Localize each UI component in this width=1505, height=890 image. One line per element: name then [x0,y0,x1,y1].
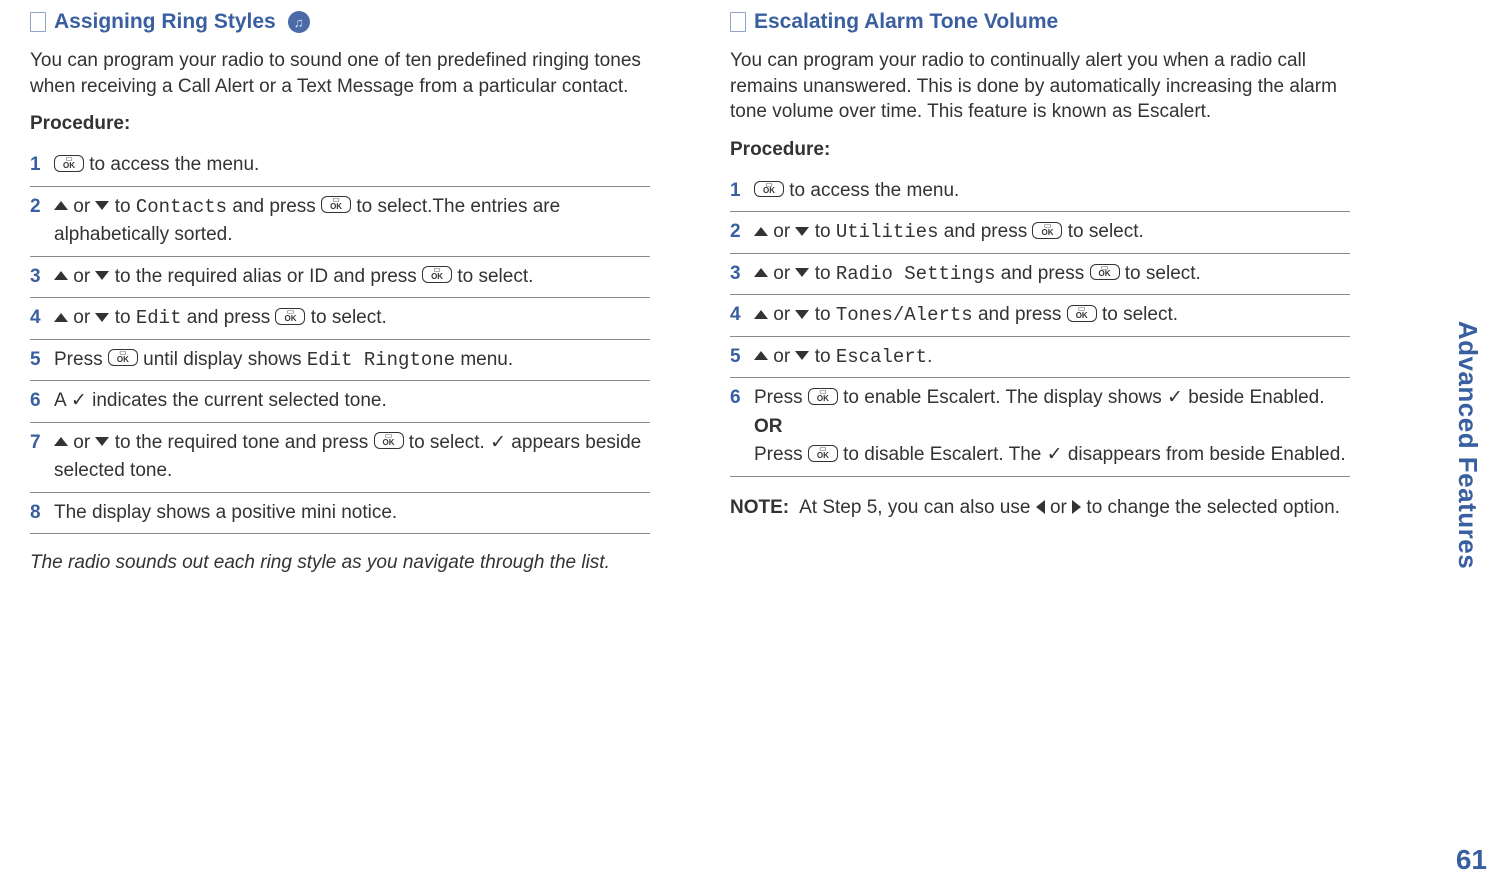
left-step-1: 1 to access the menu. [30,145,650,187]
note-block: NOTE: At Step 5, you can also use or to … [730,495,1350,522]
down-arrow-icon [795,268,809,277]
left-step-5: 5 Press until display shows Edit Rington… [30,340,650,382]
heading-text: Escalating Alarm Tone Volume [754,10,1058,34]
down-arrow-icon [795,351,809,360]
page-number: 61 [1456,844,1487,876]
step-number: 1 [730,177,746,206]
note-body: At Step 5, you can also use or to change… [799,495,1340,522]
step-body: or to Escalert. [754,343,1350,372]
ok-button-icon [275,308,305,325]
up-arrow-icon [754,268,768,277]
step-body: A ✓ indicates the current selected tone. [54,387,650,416]
ok-button-icon [1067,305,1097,322]
up-arrow-icon [54,201,68,210]
intro-left: You can program your radio to sound one … [30,48,650,99]
left-step-8: 8 The display shows a positive mini noti… [30,493,650,535]
left-arrow-icon [1036,500,1045,514]
step-body: or to Radio Settings and press to select… [754,260,1350,289]
step-body: Press until display shows Edit Ringtone … [54,346,650,375]
ok-button-icon [1032,222,1062,239]
bell-icon: ♫ [288,11,310,33]
sidebar-title: Advanced Features [1452,321,1483,569]
step-body: to access the menu. [54,151,650,180]
step-number: 5 [730,343,746,372]
ok-button-icon [754,181,784,198]
step-body: to access the menu. [754,177,1350,206]
right-step-4: 4 or to Tones/Alerts and press to select… [730,295,1350,337]
left-step-2: 2 or to Contacts and press to select.The… [30,187,650,257]
note-label: NOTE: [730,495,789,522]
down-arrow-icon [95,201,109,210]
step-body: or to Utilities and press to select. [754,218,1350,247]
ok-button-icon [1090,264,1120,281]
right-arrow-icon [1072,500,1081,514]
up-arrow-icon [54,313,68,322]
document-icon [730,12,746,32]
right-step-3: 3 or to Radio Settings and press to sele… [730,254,1350,296]
procedure-label-left: Procedure: [30,113,650,135]
procedure-label-right: Procedure: [730,139,1350,161]
page-content: Assigning Ring Styles ♫ You can program … [0,0,1505,605]
ok-button-icon [108,349,138,366]
step-body: or to the required alias or ID and press… [54,263,650,292]
right-step-2: 2 or to Utilities and press to select. [730,212,1350,254]
left-footnote: The radio sounds out each ring style as … [30,550,650,576]
step-number: 1 [30,151,46,180]
ok-button-icon [422,266,452,283]
ok-button-icon [374,432,404,449]
step-number: 3 [30,263,46,292]
down-arrow-icon [95,313,109,322]
step-number: 5 [30,346,46,375]
intro-right: You can program your radio to continuall… [730,48,1350,125]
left-step-6: 6 A ✓ indicates the current selected ton… [30,381,650,423]
step-body: or to the required tone and press to sel… [54,429,650,486]
step-body: or to Contacts and press to select.The e… [54,193,650,250]
step-number: 4 [730,301,746,330]
right-step-6: 6 Press to enable Escalert. The display … [730,378,1350,477]
step-number: 6 [30,387,46,416]
up-arrow-icon [754,310,768,319]
up-arrow-icon [754,227,768,236]
ok-button-icon [54,155,84,172]
heading-text: Assigning Ring Styles [54,10,276,34]
step-number: 2 [730,218,746,247]
right-step-5: 5 or to Escalert. [730,337,1350,379]
step-body: or to Edit and press to select. [54,304,650,333]
up-arrow-icon [54,437,68,446]
down-arrow-icon [95,437,109,446]
right-column: Escalating Alarm Tone Volume You can pro… [730,10,1350,595]
left-step-4: 4 or to Edit and press to select. [30,298,650,340]
heading-ring-styles: Assigning Ring Styles ♫ [30,10,650,34]
down-arrow-icon [95,271,109,280]
step-number: 8 [30,499,46,528]
step-number: 4 [30,304,46,333]
down-arrow-icon [795,310,809,319]
step-body: Press to enable Escalert. The display sh… [754,384,1350,470]
ok-button-icon [808,388,838,405]
down-arrow-icon [795,227,809,236]
heading-escalert: Escalating Alarm Tone Volume [730,10,1350,34]
left-column: Assigning Ring Styles ♫ You can program … [30,10,650,595]
document-icon [30,12,46,32]
step-body: or to Tones/Alerts and press to select. [754,301,1350,330]
up-arrow-icon [754,351,768,360]
step-number: 7 [30,429,46,458]
step-number: 3 [730,260,746,289]
step-body: The display shows a positive mini notice… [54,499,650,528]
ok-button-icon [321,196,351,213]
step-number: 2 [30,193,46,222]
right-step-1: 1 to access the menu. [730,171,1350,213]
step-number: 6 [730,384,746,413]
up-arrow-icon [54,271,68,280]
left-step-7: 7 or to the required tone and press to s… [30,423,650,493]
left-step-3: 3 or to the required alias or ID and pre… [30,257,650,299]
ok-button-icon [808,445,838,462]
